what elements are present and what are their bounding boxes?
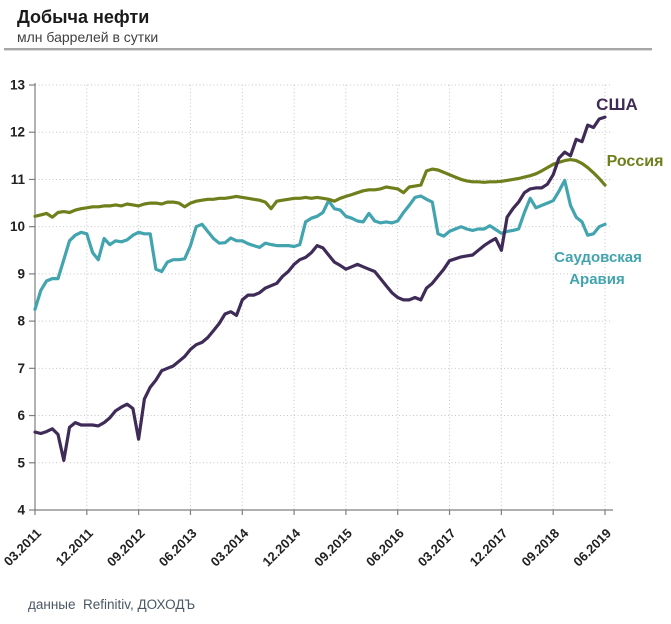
series-line-russia: [33, 158, 607, 219]
x-tick-label: 09.2015: [311, 526, 355, 570]
x-axis-labels: 03.2011 12.2011 09.2012 06.2013 03.2014 12.20…: [1, 525, 614, 569]
series-label-usa: США: [596, 95, 638, 114]
chart-title: Добыча нефти: [17, 7, 150, 27]
x-tick-label: 03.2014: [208, 525, 252, 569]
x-tick-label: 12.2017: [467, 526, 511, 570]
gridlines: [35, 84, 611, 510]
y-tick-label: 12: [10, 125, 25, 140]
x-tick-label: 06.2016: [363, 526, 407, 570]
source-note: данные Refinitiv, ДОХОДЪ: [28, 597, 196, 612]
x-tick-label: 12.2014: [259, 525, 303, 569]
y-tick-label: 11: [11, 172, 26, 187]
series-label-saudi-line2: Аравия: [569, 271, 625, 288]
x-tick-label: 06.2013: [156, 526, 200, 570]
header-divider: [4, 48, 652, 51]
y-tick-label: 6: [17, 408, 25, 423]
y-tick-label: 5: [17, 455, 25, 470]
y-tick-label: 13: [10, 78, 26, 93]
series-label-russia: Россия: [607, 153, 664, 170]
x-tick-label: 12.2011: [53, 526, 96, 569]
y-tick-label: 9: [17, 266, 25, 281]
y-tick-label: 8: [17, 314, 25, 329]
x-tick-label: 06.2019: [570, 526, 614, 570]
y-axis-labels: 4 5 6 7 8 9 10 11 12 13: [10, 78, 26, 518]
series-line-saudi: [33, 178, 607, 311]
chart-subtitle: млн баррелей в сутки: [17, 29, 159, 45]
x-tick-label: 09.2012: [104, 526, 148, 570]
x-tick-label: 03.2011: [1, 526, 44, 569]
series-label-saudi: Саудовская: [554, 249, 642, 266]
x-tick-label: 03.2017: [415, 526, 459, 570]
y-tick-label: 10: [10, 219, 25, 234]
axes: [29, 83, 613, 515]
x-tick-label: 09.2018: [518, 526, 562, 570]
y-tick-label: 4: [17, 503, 25, 518]
series-line-usa: [33, 115, 607, 462]
y-tick-label: 7: [17, 361, 25, 376]
